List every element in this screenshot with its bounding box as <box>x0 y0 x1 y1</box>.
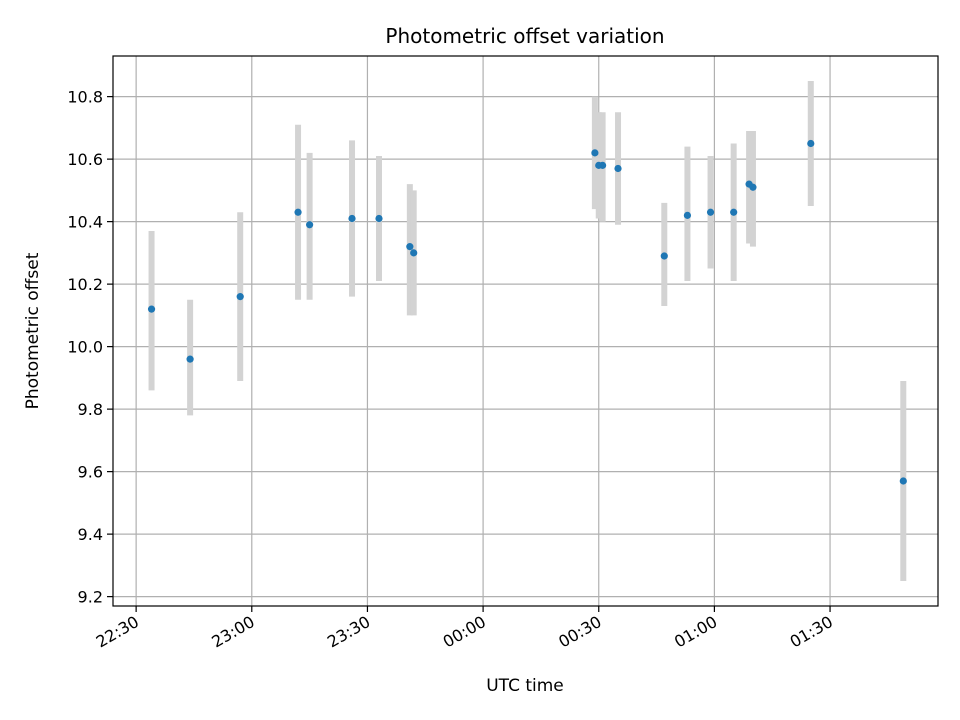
axis-ticks <box>107 96 831 612</box>
y-tick-label: 10.0 <box>67 338 103 357</box>
data-points <box>147 139 907 485</box>
data-point <box>306 221 314 229</box>
y-tick-label: 9.4 <box>78 525 103 544</box>
data-point <box>599 161 607 169</box>
grid <box>113 56 938 606</box>
plot-frame <box>112 55 939 607</box>
data-point <box>614 164 622 173</box>
data-point <box>807 139 815 148</box>
y-tick-label: 9.2 <box>78 588 103 607</box>
data-point <box>410 249 418 257</box>
x-axis-title: UTC time <box>486 676 564 696</box>
y-tick-label: 10.8 <box>67 88 103 107</box>
data-point <box>683 211 692 219</box>
chart-title: Photometric offset variation <box>385 24 664 48</box>
data-point <box>406 243 414 251</box>
data-point <box>375 214 383 223</box>
data-point <box>899 477 907 485</box>
data-point <box>591 149 599 157</box>
data-point <box>660 252 668 260</box>
y-axis-title: Photometric offset <box>23 252 43 409</box>
data-point <box>730 208 738 216</box>
data-point <box>749 183 757 191</box>
data-point <box>147 305 156 313</box>
y-tick-label: 10.6 <box>67 150 103 169</box>
data-point <box>706 208 715 216</box>
y-tick-label: 9.8 <box>78 400 103 419</box>
data-point <box>236 293 244 301</box>
data-point <box>294 208 302 216</box>
data-point <box>186 355 194 363</box>
y-tick-label: 9.6 <box>78 463 103 482</box>
y-tick-label: 10.4 <box>67 213 103 232</box>
y-tick-label: 10.2 <box>67 275 103 294</box>
data-point <box>348 214 356 223</box>
